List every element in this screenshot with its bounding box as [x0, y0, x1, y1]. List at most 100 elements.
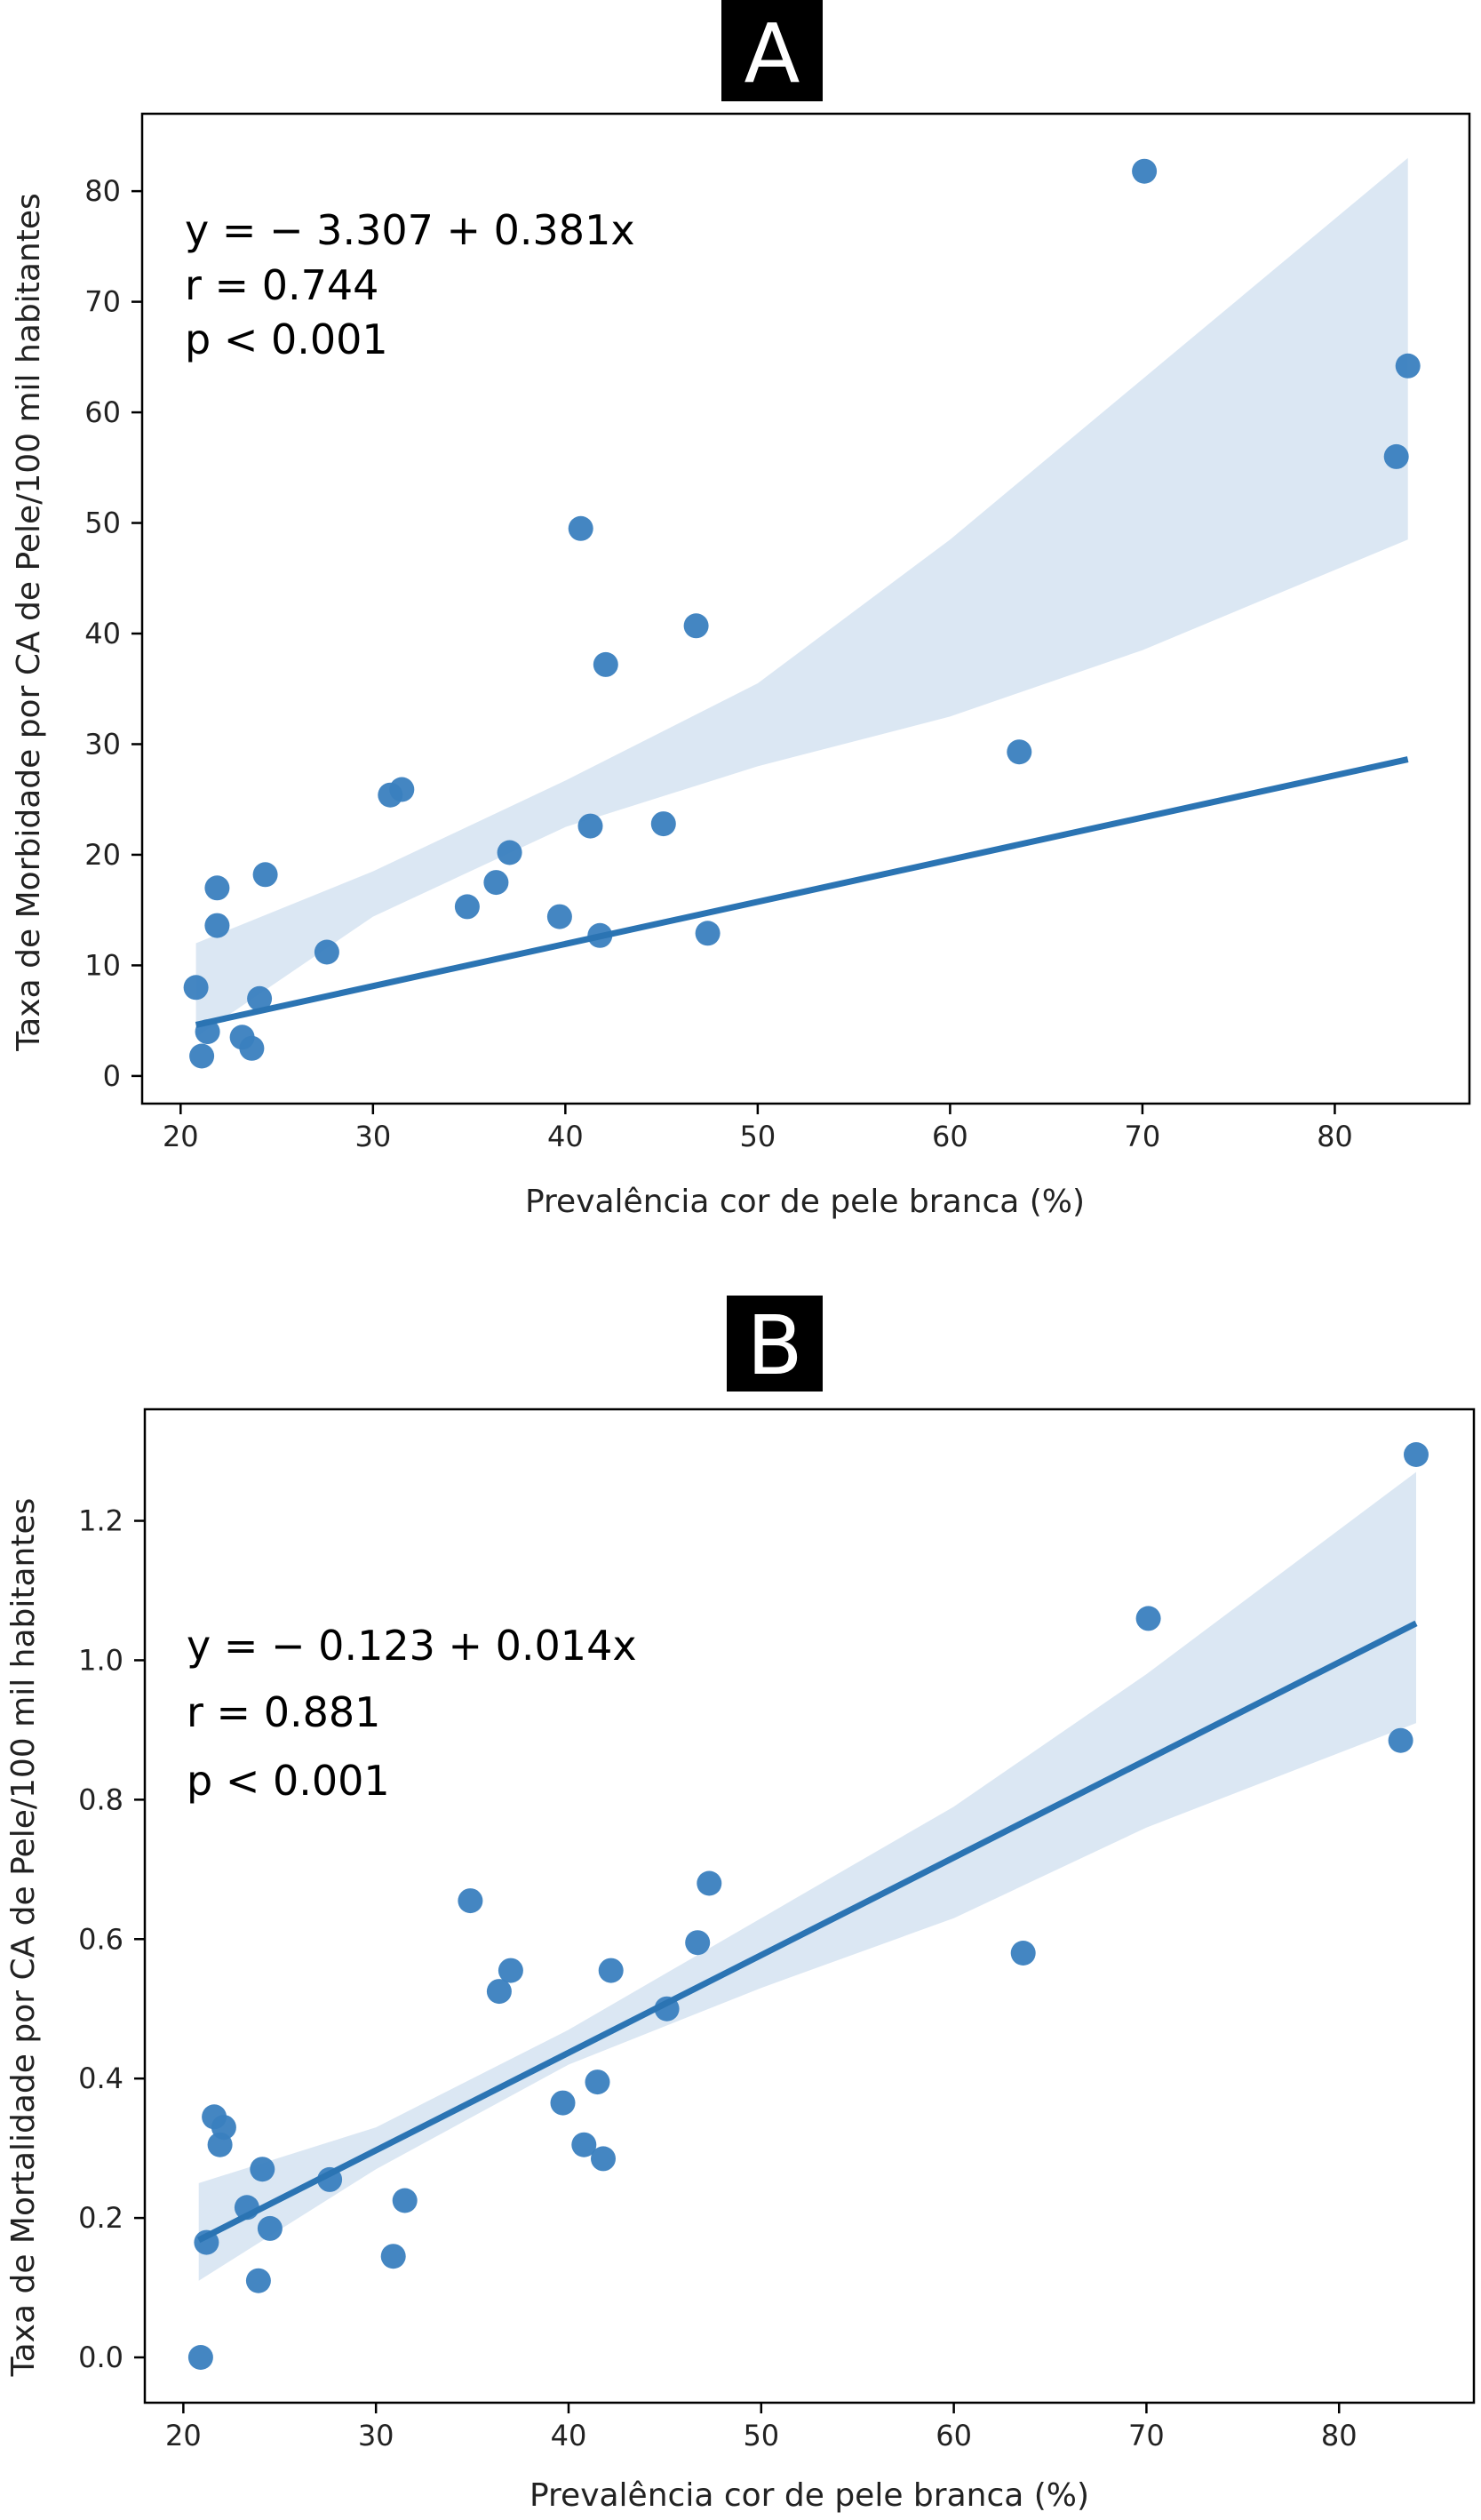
x-tick-label-b-20: 20 — [165, 2419, 202, 2452]
plot-area-b: 20 30 40 50 60 70 80 0.0 0.2 0.4 0.6 0.8 1.0 1.2 — [78, 1408, 1476, 2452]
data-point-a-12 — [389, 777, 415, 802]
y-tick-label-a-40: 40 — [84, 617, 121, 650]
data-point-b-5 — [211, 2115, 236, 2141]
x-tick-label-b-40: 40 — [551, 2419, 587, 2452]
y-tick-label-b-0.2: 0.2 — [78, 2201, 123, 2235]
x-tick-label-b-50: 50 — [743, 2419, 779, 2452]
data-point-b-27 — [1404, 1442, 1429, 1467]
y-tick-label-a-80: 80 — [84, 174, 121, 208]
data-point-a-24 — [1007, 739, 1032, 765]
confidence-band-a — [195, 157, 1408, 1038]
y-tick-label-b-0.4: 0.4 — [78, 2061, 123, 2095]
x-tick-label-a-70: 70 — [1125, 1120, 1161, 1153]
x-tick-label-b-70: 70 — [1128, 2419, 1165, 2452]
x-tick-label-a-80: 80 — [1317, 1120, 1353, 1153]
data-point-a-9 — [252, 862, 278, 888]
data-point-a-5 — [204, 875, 230, 901]
regression-line-a — [195, 756, 1409, 1028]
data-point-b-1 — [187, 2345, 213, 2370]
y-tick-label-a-60: 60 — [84, 395, 121, 429]
data-point-b-23 — [697, 1870, 722, 1896]
data-point-b-20 — [598, 1958, 624, 1983]
data-point-b-9 — [257, 2215, 283, 2241]
y-tick-label-b-0.8: 0.8 — [78, 1782, 123, 1816]
p-value-a: p < 0.001 — [185, 315, 388, 363]
chart-panel-a: A 20 30 40 50 60 70 80 0 10 20 30 40 50 60 70 80 y = − … — [11, 0, 1471, 1220]
correlation-r-a: r = 0.744 — [185, 261, 378, 309]
data-point-b-7 — [245, 2268, 271, 2293]
data-point-a-1 — [183, 975, 209, 1001]
data-point-a-25 — [1132, 158, 1158, 184]
data-point-a-4 — [204, 913, 230, 938]
data-point-a-7 — [239, 1035, 265, 1061]
data-point-b-15 — [498, 1958, 523, 1983]
axes-frame-a — [140, 112, 1471, 1105]
y-tick-label-a-30: 30 — [84, 727, 121, 761]
y-tick-label-a-0: 0 — [103, 1059, 121, 1093]
data-point-b-18 — [585, 2069, 610, 2095]
data-point-a-13 — [454, 894, 480, 920]
data-point-a-15 — [497, 840, 522, 865]
data-point-a-14 — [483, 870, 509, 896]
data-point-a-18 — [577, 813, 603, 839]
regression-equation-a: y = − 3.307 + 0.381x — [185, 206, 635, 254]
data-point-a-10 — [314, 939, 339, 965]
regression-annotation-b: y = − 0.123 + 0.014x r = 0.881 p < 0.001 — [187, 1622, 637, 1805]
x-tick-label-a-60: 60 — [932, 1120, 968, 1153]
axes-frame-b — [143, 1408, 1476, 2404]
data-point-b-14 — [486, 1979, 512, 2005]
data-point-a-26 — [1383, 443, 1409, 469]
data-point-b-11 — [380, 2244, 406, 2269]
x-tick-label-a-40: 40 — [547, 1120, 584, 1153]
data-point-a-22 — [683, 613, 709, 639]
data-point-a-27 — [1395, 353, 1421, 379]
p-value-b: p < 0.001 — [187, 1757, 390, 1805]
y-tick-label-a-50: 50 — [84, 506, 121, 540]
plot-area-a: 20 30 40 50 60 70 80 0 10 20 30 40 50 60 70 80 — [84, 112, 1471, 1153]
regression-line-b — [197, 1620, 1418, 2244]
data-point-b-22 — [685, 1930, 711, 1956]
confidence-band-b — [198, 1471, 1417, 2281]
y-tick-label-a-20: 20 — [84, 838, 121, 872]
x-tick-label-a-50: 50 — [740, 1120, 776, 1153]
y-tick-label-b-1: 1.0 — [78, 1643, 123, 1677]
data-point-b-8 — [250, 2157, 275, 2182]
x-axis-label-b: Prevalência cor de pele branca (%) — [529, 2477, 1089, 2514]
data-point-a-17 — [568, 515, 593, 541]
data-point-b-12 — [392, 2188, 418, 2213]
x-tick-label-a-30: 30 — [354, 1120, 391, 1153]
y-tick-label-a-10: 10 — [84, 948, 121, 982]
panel-label-a: A — [744, 6, 800, 101]
x-tick-label-a-20: 20 — [163, 1120, 199, 1153]
data-point-a-2 — [189, 1043, 215, 1069]
data-point-b-24 — [1010, 1941, 1036, 1966]
y-axis-label-a: Taxa de Morbidade por CA de Pele/100 mil… — [11, 193, 47, 1051]
chart-panel-b: B 20 30 40 50 60 70 80 0.0 0.2 0.4 0.6 0.8 1.0 1.2 y … — [5, 1296, 1476, 2514]
panel-label-box-a — [721, 0, 823, 101]
data-point-b-26 — [1388, 1727, 1413, 1753]
y-tick-label-b-0.6: 0.6 — [78, 1922, 123, 1956]
data-point-b-16 — [550, 2090, 576, 2116]
data-point-a-20 — [593, 651, 618, 677]
y-tick-label-b-1.2: 1.2 — [78, 1504, 123, 1538]
data-point-b-17 — [571, 2132, 597, 2157]
x-axis-label-a: Prevalência cor de pele branca (%) — [525, 1184, 1085, 1220]
regression-equation-b: y = − 0.123 + 0.014x — [187, 1622, 637, 1670]
x-tick-label-b-80: 80 — [1321, 2419, 1358, 2452]
data-point-b-13 — [458, 1888, 483, 1914]
data-point-a-23 — [695, 921, 721, 946]
correlation-r-b: r = 0.881 — [187, 1688, 380, 1736]
data-point-a-16 — [546, 904, 572, 929]
x-tick-label-b-60: 60 — [936, 2419, 972, 2452]
data-point-b-19 — [591, 2146, 616, 2172]
panel-label-box-b — [727, 1296, 823, 1392]
regression-annotation-a: y = − 3.307 + 0.381x r = 0.744 p < 0.001 — [185, 206, 635, 363]
x-tick-label-b-30: 30 — [358, 2419, 394, 2452]
data-point-a-8 — [247, 985, 273, 1011]
y-tick-label-a-70: 70 — [84, 285, 121, 319]
y-axis-label-b: Taxa de Mortalidade por CA de Pele/100 m… — [5, 1498, 42, 2378]
data-point-a-21 — [650, 811, 676, 837]
data-point-b-25 — [1135, 1606, 1161, 1631]
y-tick-label-b-0: 0.0 — [78, 2341, 123, 2374]
